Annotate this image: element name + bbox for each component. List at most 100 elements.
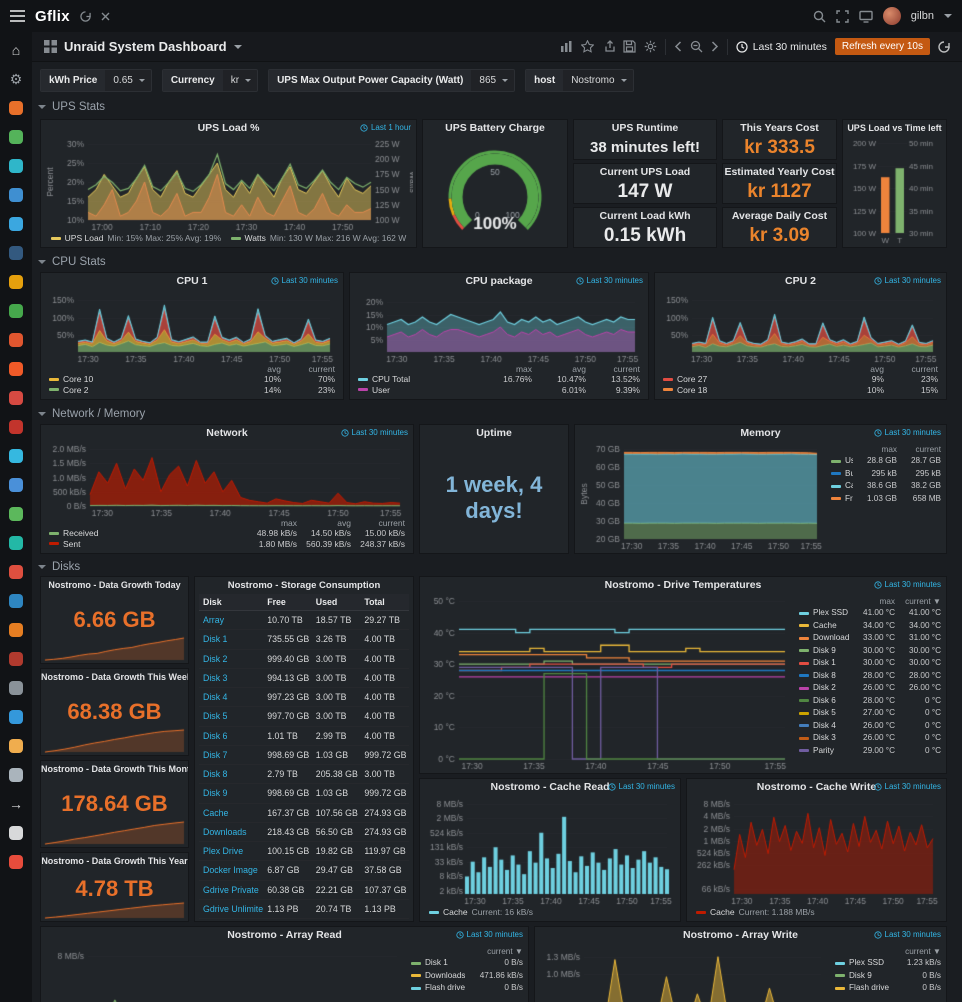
dashboard-settings-icon[interactable] xyxy=(644,40,657,53)
legend-row[interactable]: Flash drive 0 B/s xyxy=(835,982,941,995)
disk-link[interactable]: Disk 8 xyxy=(203,769,228,780)
disk-link[interactable]: Gdrive Private xyxy=(203,884,259,895)
legend-row[interactable]: Plex SSD 41.00 °C 41.00 °C xyxy=(799,607,941,620)
legend-row[interactable]: Disk 5 27.00 °C 0 °C xyxy=(799,707,941,720)
legend-row[interactable]: Cache 34.00 °C 34.00 °C xyxy=(799,620,941,633)
panel-title[interactable]: Current Load kWh xyxy=(599,210,691,222)
legend-row[interactable]: Disk 8 28.00 °C 28.00 °C xyxy=(799,670,941,683)
variable-value[interactable]: 0.65 xyxy=(105,70,150,91)
share-dashboard-icon[interactable] xyxy=(602,40,615,53)
time-override-label[interactable]: Last 30 minutes xyxy=(575,276,643,285)
row-title-network-memory[interactable]: Network / Memory xyxy=(38,406,145,422)
sidebar-app-icon[interactable] xyxy=(7,419,25,435)
time-override-label[interactable]: Last 30 minutes xyxy=(607,782,675,791)
tv-mode-icon[interactable] xyxy=(859,10,873,23)
legend-row[interactable]: Disk 3 26.00 °C 0 °C xyxy=(799,732,941,745)
sidebar-app-icon[interactable] xyxy=(7,564,25,580)
sidebar-app-icon[interactable] xyxy=(7,390,25,406)
panel-title[interactable]: Nostromo - Data Growth Today xyxy=(48,580,181,590)
disk-link[interactable]: Cache xyxy=(203,807,229,818)
time-override-label[interactable]: Last 30 minutes xyxy=(873,782,941,791)
sidebar-app-icon[interactable] xyxy=(7,303,25,319)
legend-row[interactable]: Downloads 471.86 kB/s xyxy=(411,970,523,983)
user-menu-caret[interactable] xyxy=(944,14,952,18)
panel-title[interactable]: UPS Load % xyxy=(197,122,260,134)
time-range-picker[interactable]: Last 30 minutes xyxy=(736,41,827,53)
panel-title[interactable]: CPU 2 xyxy=(785,275,816,287)
variable-value[interactable]: kr xyxy=(223,70,257,91)
panel-title[interactable]: Network xyxy=(206,427,248,439)
time-override-label[interactable]: Last 30 minutes xyxy=(873,580,941,589)
legend-row[interactable]: Core 2 14% 23% xyxy=(49,385,335,396)
time-override-label[interactable]: Last 1 hour xyxy=(360,123,411,132)
legend-row[interactable]: Disk 4 26.00 °C 0 °C xyxy=(799,720,941,733)
sidebar-app-icon[interactable] xyxy=(7,767,25,783)
dashboard-title-caret[interactable] xyxy=(233,44,242,49)
sidebar-app-icon[interactable]: ⚙ xyxy=(7,71,25,87)
disk-link[interactable]: Disk 2 xyxy=(203,653,228,664)
sidebar-app-icon[interactable] xyxy=(7,332,25,348)
time-back-icon[interactable] xyxy=(674,41,682,52)
disk-link[interactable]: Docker Image xyxy=(203,865,258,876)
panel-title[interactable]: Nostromo - Cache Write xyxy=(756,781,877,793)
legend-row[interactable]: User 6.01% 9.39% xyxy=(358,385,640,396)
legend-row[interactable]: Flash drive 0 B/s xyxy=(411,982,523,995)
variable-select[interactable]: kWh Price 0.65 xyxy=(40,69,152,92)
legend-row[interactable]: Parity 29.00 °C 0 °C xyxy=(799,745,941,758)
disk-link[interactable]: Plex Drive xyxy=(203,846,244,857)
time-forward-icon[interactable] xyxy=(711,41,719,52)
sidebar-app-icon[interactable]: → xyxy=(7,796,25,812)
panel-title[interactable]: Nostromo - Array Read xyxy=(227,929,342,941)
sidebar-app-icon[interactable] xyxy=(7,709,25,725)
sidebar-app-icon[interactable] xyxy=(7,477,25,493)
variable-select[interactable]: UPS Max Output Power Capacity (Watt) 865 xyxy=(268,69,516,92)
sidebar-app-icon[interactable] xyxy=(7,738,25,754)
battery-gauge[interactable] xyxy=(426,137,564,245)
legend-row[interactable]: Core 18 10% 15% xyxy=(663,385,938,396)
network-chart[interactable] xyxy=(44,442,410,518)
legend-row[interactable]: Disk 6 28.00 °C 0 °C xyxy=(799,695,941,708)
time-override-label[interactable]: Last 30 minutes xyxy=(455,930,523,939)
panel-title[interactable]: CPU package xyxy=(465,275,533,287)
disk-link[interactable]: Array xyxy=(203,615,225,626)
panel-title[interactable]: Memory xyxy=(740,427,781,439)
sidebar-app-icon[interactable] xyxy=(7,187,25,203)
cpu1-chart[interactable] xyxy=(44,290,340,364)
playlist-stop-icon[interactable] xyxy=(101,12,110,21)
legend-row[interactable]: CPU Total 16.76% 10.47% 13.52% xyxy=(358,374,640,385)
sidebar-app-icon[interactable] xyxy=(7,158,25,174)
cache-read-chart[interactable] xyxy=(423,796,677,906)
panel-title[interactable]: UPS Load vs Time left xyxy=(847,123,942,133)
time-override-label[interactable]: Last 30 minutes xyxy=(873,930,941,939)
sidebar-app-icon[interactable] xyxy=(7,245,25,261)
cpu2-chart[interactable] xyxy=(658,290,943,364)
variable-value[interactable]: Nostromo xyxy=(563,70,632,91)
menu-icon[interactable] xyxy=(10,10,25,22)
legend-row[interactable]: Disk 1 30.00 °C 30.00 °C xyxy=(799,657,941,670)
cache-write-chart[interactable] xyxy=(690,796,943,906)
sidebar-app-icon[interactable] xyxy=(7,448,25,464)
legend-row[interactable]: Sent 1.80 MB/s 560.39 kB/s 248.37 kB/s xyxy=(49,539,405,550)
time-override-label[interactable]: Last 30 minutes xyxy=(340,428,408,437)
legend-item[interactable]: Watts Min: 130 W Max: 216 W Avg: 162 W xyxy=(230,233,406,243)
disk-link[interactable]: Disk 6 xyxy=(203,730,228,741)
legend-row[interactable]: Disk 2 26.00 °C 26.00 °C xyxy=(799,682,941,695)
panel-title[interactable]: Nostromo - Array Write xyxy=(683,929,798,941)
panel-title[interactable]: Average Daily Cost xyxy=(731,210,828,222)
legend-row[interactable]: Received 48.98 kB/s 14.50 kB/s 15.00 kB/s xyxy=(49,528,405,539)
time-override-label[interactable]: Last 30 minutes xyxy=(873,276,941,285)
sidebar-app-icon[interactable] xyxy=(7,593,25,609)
sidebar-app-icon[interactable] xyxy=(7,854,25,870)
panel-title[interactable]: CPU 1 xyxy=(176,275,208,287)
playlist-cycle-icon[interactable] xyxy=(80,10,91,22)
refresh-icon[interactable] xyxy=(938,40,950,53)
panel-title[interactable]: This Years Cost xyxy=(740,122,819,134)
memory-chart[interactable] xyxy=(578,442,827,551)
panel-title[interactable]: Nostromo - Data Growth This Week xyxy=(41,672,188,682)
legend-row[interactable]: Core 27 9% 23% xyxy=(663,374,938,385)
panel-title[interactable]: Estimated Yearly Cost xyxy=(724,166,835,178)
